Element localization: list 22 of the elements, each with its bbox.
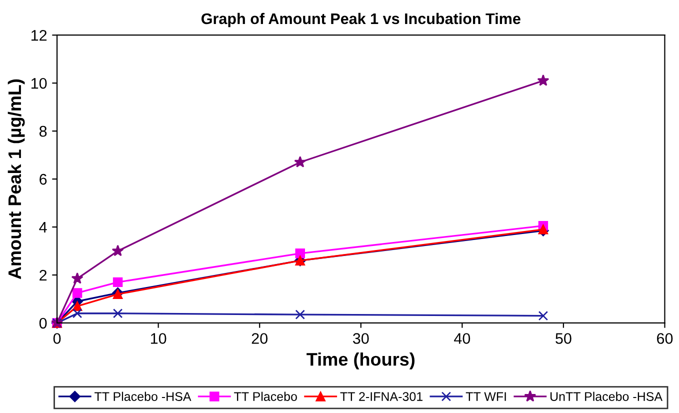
y-tick-label: 8	[39, 126, 47, 137]
x-tick-label: 0	[53, 333, 61, 344]
legend-label: UnTT Placebo -HSA	[550, 392, 663, 401]
y-tick-label: 6	[40, 174, 47, 185]
y-tick-label: 0	[39, 318, 47, 329]
legend-label: TT Placebo -HSA	[94, 392, 192, 401]
legend-label: TT 2-IFNA-301	[340, 392, 422, 401]
y-tick-label: 10	[31, 78, 47, 89]
x-axis-title: Time (hours)	[306, 352, 415, 370]
x-tick-label: 40	[454, 333, 470, 344]
legend-label: TT Placebo	[234, 392, 297, 401]
x-tick-label: 10	[150, 333, 166, 344]
y-tick-label: 12	[31, 30, 47, 41]
x-tick-label: 20	[252, 333, 268, 344]
x-tick-label: 60	[657, 333, 673, 344]
x-tick-label: 50	[556, 333, 572, 344]
y-tick-label: 4	[39, 222, 47, 233]
x-tick-label: 30	[352, 333, 369, 344]
y-axis-title: Amount Peak 1 (µg/mL)	[8, 79, 25, 280]
y-tick-label: 2	[40, 270, 47, 281]
legend-label: TT WFI	[466, 392, 506, 401]
chart-title: Graph of Amount Peak 1 vs Incubation Time	[202, 12, 520, 28]
